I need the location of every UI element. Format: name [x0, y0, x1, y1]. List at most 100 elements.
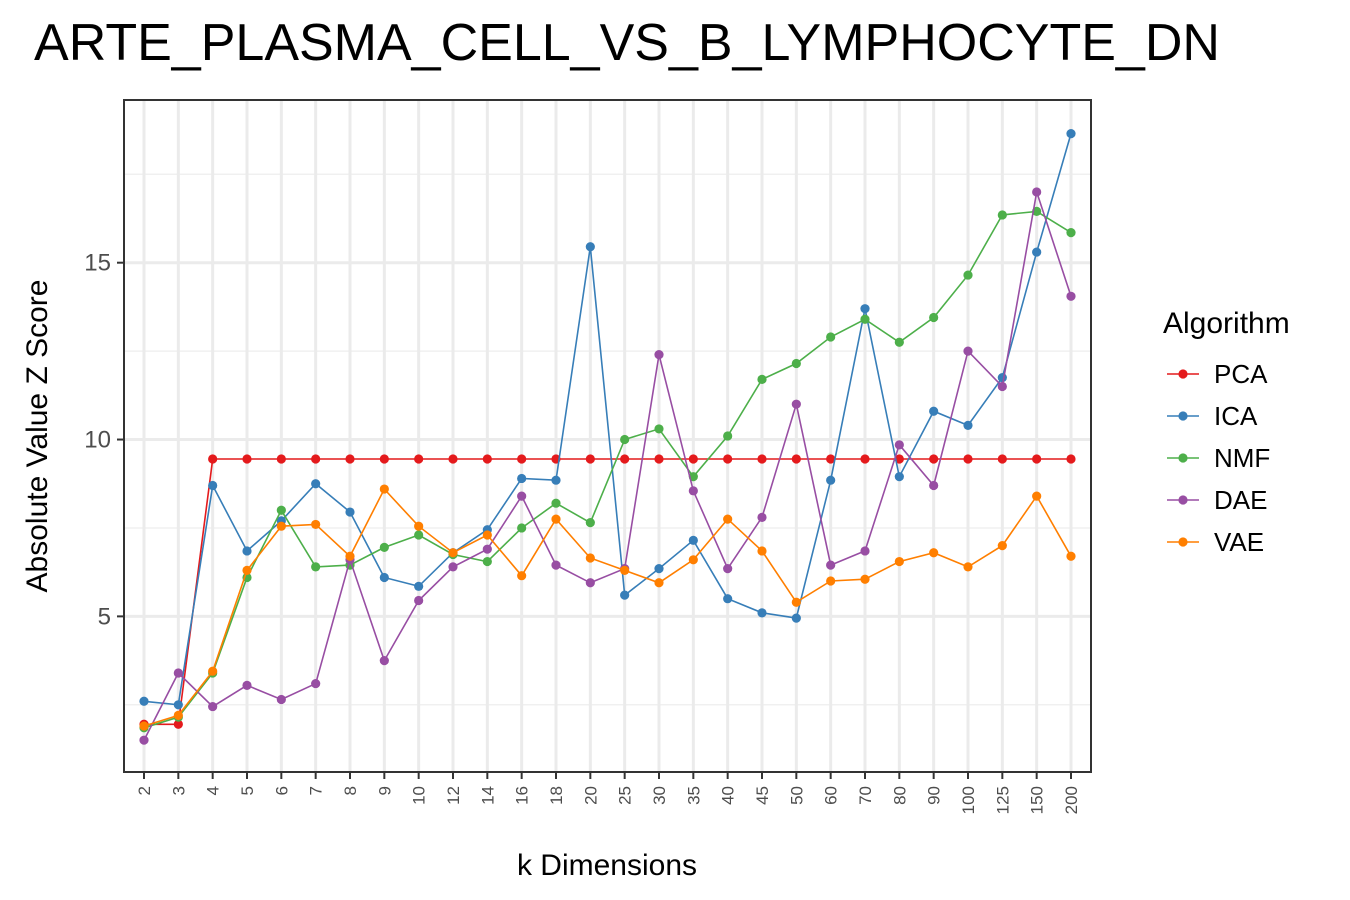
y-tick-label: 10 — [84, 427, 111, 454]
data-point — [379, 655, 389, 666]
data-point — [242, 565, 252, 576]
data-point — [997, 210, 1007, 220]
x-axis-title: k Dimensions — [517, 849, 697, 882]
data-point — [1066, 228, 1076, 238]
data-point — [276, 505, 286, 515]
x-tick-label: 40 — [719, 786, 738, 805]
data-point — [585, 578, 595, 588]
data-point — [826, 475, 836, 485]
data-point — [242, 546, 252, 556]
x-tick-label: 100 — [959, 786, 978, 814]
data-point — [860, 454, 870, 464]
series-line-pca — [144, 458, 1071, 726]
data-point — [620, 434, 630, 445]
y-tick-label: 5 — [98, 603, 111, 630]
data-point — [654, 424, 664, 434]
data-point — [654, 454, 664, 464]
data-point — [139, 735, 149, 745]
data-point — [688, 555, 698, 565]
data-point — [929, 454, 939, 464]
data-point — [860, 314, 870, 324]
x-tick-label: 125 — [993, 786, 1012, 814]
data-point — [173, 700, 183, 710]
data-point — [482, 530, 492, 540]
data-point — [1032, 454, 1042, 464]
series-line-dae — [143, 191, 1072, 741]
x-tick-label: 90 — [925, 786, 944, 805]
series-pca — [139, 454, 1076, 729]
data-point — [791, 613, 801, 623]
data-point — [620, 565, 630, 576]
data-point — [517, 491, 527, 501]
series-line-vae — [143, 487, 1072, 727]
data-point — [173, 719, 183, 729]
plot-background — [124, 100, 1091, 772]
data-point — [860, 304, 870, 314]
data-point — [723, 564, 733, 574]
data-point — [448, 454, 458, 464]
data-point — [311, 519, 321, 530]
legend-label: NMF — [1214, 443, 1270, 473]
data-point — [1066, 129, 1076, 139]
data-point — [963, 454, 973, 464]
data-point — [414, 530, 424, 540]
data-point — [139, 696, 149, 706]
x-tick-label: 14 — [478, 786, 497, 805]
x-tick-label: 35 — [684, 786, 703, 805]
data-point — [997, 381, 1007, 392]
x-tick-label: 10 — [410, 786, 429, 805]
data-point — [379, 454, 389, 464]
data-point — [517, 454, 527, 464]
data-point — [379, 572, 389, 583]
legend-item-pca: PCA — [1167, 359, 1268, 389]
legend-item-ica: ICA — [1167, 401, 1258, 431]
data-point — [517, 473, 527, 484]
data-point — [448, 548, 458, 558]
plot-border — [123, 99, 1092, 773]
data-point — [276, 694, 286, 705]
data-point — [517, 523, 527, 533]
x-tick-label: 3 — [169, 786, 188, 795]
x-tick-label: 2 — [135, 786, 154, 795]
data-point — [311, 479, 321, 489]
plot-panel — [124, 100, 1091, 772]
y-tick-label: 15 — [84, 250, 111, 277]
data-point — [242, 680, 252, 690]
data-point — [414, 595, 424, 606]
data-point — [791, 399, 801, 409]
data-point — [929, 312, 939, 323]
data-point — [311, 678, 321, 689]
data-point — [585, 454, 595, 464]
data-point — [1032, 187, 1042, 197]
data-point — [414, 521, 424, 531]
data-point — [826, 332, 836, 342]
data-point — [482, 556, 492, 567]
data-point — [826, 560, 836, 570]
series-line-ica — [143, 133, 1072, 706]
data-point — [894, 454, 904, 464]
x-tick-label: 80 — [890, 786, 909, 805]
x-tick-label: 12 — [444, 786, 463, 805]
data-point — [379, 542, 389, 553]
data-point — [929, 548, 939, 558]
data-point — [482, 454, 492, 464]
legend-item-nmf: NMF — [1167, 443, 1270, 473]
data-point — [688, 486, 698, 496]
legend-label: PCA — [1214, 359, 1268, 389]
data-point — [482, 544, 492, 554]
data-point — [585, 518, 595, 528]
data-point — [791, 454, 801, 464]
data-point — [757, 512, 767, 522]
data-point — [379, 484, 389, 494]
x-tick-label: 25 — [616, 786, 635, 805]
data-point — [585, 553, 595, 563]
data-point — [894, 337, 904, 347]
data-point — [276, 521, 286, 531]
x-tick-label: 6 — [272, 786, 291, 795]
data-point — [208, 480, 218, 491]
data-point — [208, 701, 218, 712]
data-point — [894, 556, 904, 567]
data-point — [929, 480, 939, 491]
data-point — [654, 564, 664, 574]
